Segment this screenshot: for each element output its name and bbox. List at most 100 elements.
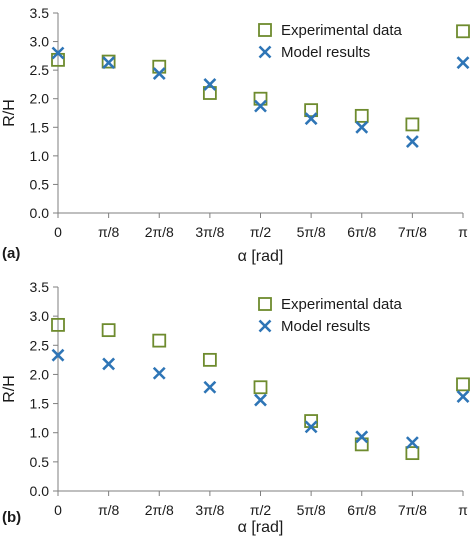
chart-panel-b: 0.0 0.5 1.0 1.5 2.0 2.5 3.0 3.5 0 π/8 2π/8 3π/8 π/2 5… [1, 279, 470, 536]
y-tick-label: 2.0 [30, 366, 50, 382]
model-marker-stroke [456, 56, 470, 70]
x-tick-label: 2π/8 [145, 224, 174, 240]
model-result-point [254, 99, 267, 113]
x-tick-label: 0 [54, 502, 62, 518]
model-result-point [405, 135, 419, 148]
model-marker-stroke [51, 46, 65, 60]
model-result-point [254, 393, 267, 407]
model-result-point [405, 436, 419, 450]
x-tick-label: 3π/8 [195, 502, 224, 518]
experimental-data-point [456, 24, 470, 39]
model-result-point [456, 390, 470, 403]
legend-label-experimental: Experimental data [281, 296, 403, 313]
y-tick-label: 3.5 [30, 5, 50, 21]
x-tick-label: π [458, 224, 468, 240]
chart-panel-a: 0.0 0.5 1.0 1.5 2.0 2.5 3.0 3.5 0 π/8 2π/8 3π/8 π/2 5… [1, 5, 470, 265]
y-tick-label: 2.0 [30, 91, 50, 107]
y-tick-label: 3.5 [30, 279, 50, 295]
y-axis-label: R/H [1, 99, 18, 127]
model-result-point [102, 357, 116, 371]
y-tick-label: 1.0 [30, 148, 50, 164]
model-marker-stroke [51, 348, 65, 362]
model-result-point [152, 67, 166, 80]
model-result-point [355, 120, 369, 134]
model-marker-stroke [304, 112, 318, 126]
y-tick-label: 2.5 [30, 337, 50, 353]
model-result-point [203, 380, 217, 394]
x-axis-label: α [rad] [238, 519, 284, 536]
model-marker-stroke [254, 99, 267, 113]
model-marker-stroke [152, 366, 166, 380]
model-marker-stroke [254, 393, 267, 407]
experimental-data-point [456, 377, 470, 392]
x-tick-label: π/8 [98, 502, 120, 518]
y-tick-label: 1.5 [30, 396, 50, 412]
model-result-point [355, 430, 369, 444]
experimental-data-point [304, 103, 319, 118]
x-tick-label: 6π/8 [347, 224, 376, 240]
experimental-data-point [405, 446, 420, 461]
experimental-data-point [101, 323, 116, 338]
model-result-point [456, 56, 470, 70]
legend-x-marker [258, 45, 272, 59]
model-marker-stroke [102, 56, 116, 70]
x-tick-label: 7π/8 [398, 502, 427, 518]
legend-label-model: Model results [281, 44, 370, 61]
x-tick-label: π [458, 502, 468, 518]
y-axis-label: R/H [1, 375, 18, 403]
model-marker-stroke [304, 420, 318, 434]
y-tick-label: 0.5 [30, 454, 50, 470]
legend-label-experimental: Experimental data [281, 22, 403, 39]
model-result-point [51, 348, 65, 362]
experimental-data-point [101, 54, 116, 69]
model-result-point [203, 78, 217, 91]
model-marker-stroke [355, 430, 369, 444]
model-marker-stroke [152, 67, 166, 80]
experimental-data-point [152, 333, 167, 348]
x-tick-label: 0 [54, 224, 62, 240]
x-tick-label: π/2 [250, 502, 272, 518]
experimental-data-point [405, 117, 420, 132]
model-marker-stroke [405, 135, 419, 148]
model-marker-stroke [355, 120, 369, 134]
x-tick-label: 7π/8 [398, 224, 427, 240]
y-tick-label: 0.0 [30, 205, 50, 221]
model-result-point [102, 56, 116, 70]
legend-square-marker [258, 23, 272, 37]
model-marker-stroke [203, 78, 217, 91]
x-tick-label: 2π/8 [145, 502, 174, 518]
model-marker-stroke [203, 380, 217, 394]
y-tick-label: 1.5 [30, 119, 50, 135]
model-marker-stroke [405, 436, 419, 450]
model-result-point [304, 112, 318, 126]
legend: Experimental data Model results [258, 22, 403, 61]
legend-label-model: Model results [281, 318, 370, 335]
legend-square-marker [258, 297, 272, 311]
x-tick-label: π/2 [250, 224, 272, 240]
y-tick-label: 0.5 [30, 176, 50, 192]
model-marker-stroke [456, 390, 470, 403]
experimental-data-point [253, 380, 268, 395]
y-tick-label: 2.5 [30, 62, 50, 78]
y-tick-label: 3.0 [30, 34, 50, 50]
x-axis-label: α [rad] [238, 248, 284, 265]
x-tick-label: 5π/8 [297, 224, 326, 240]
y-tick-label: 1.0 [30, 425, 50, 441]
panel-label: (b) [2, 509, 21, 526]
legend: Experimental data Model results [258, 296, 403, 335]
experimental-data-point [202, 352, 217, 367]
panel-label: (a) [2, 245, 20, 262]
model-marker-stroke [102, 357, 116, 371]
experimental-data-point [202, 86, 217, 100]
model-result-point [51, 46, 65, 60]
legend-x-marker [258, 319, 272, 333]
experimental-data-point [354, 108, 369, 123]
y-tick-label: 0.0 [30, 483, 50, 499]
x-tick-label: 5π/8 [297, 502, 326, 518]
model-result-point [304, 420, 318, 434]
y-tick-label: 3.0 [30, 308, 50, 324]
x-tick-label: 6π/8 [347, 502, 376, 518]
model-result-point [152, 366, 166, 380]
experimental-data-point [51, 317, 65, 332]
